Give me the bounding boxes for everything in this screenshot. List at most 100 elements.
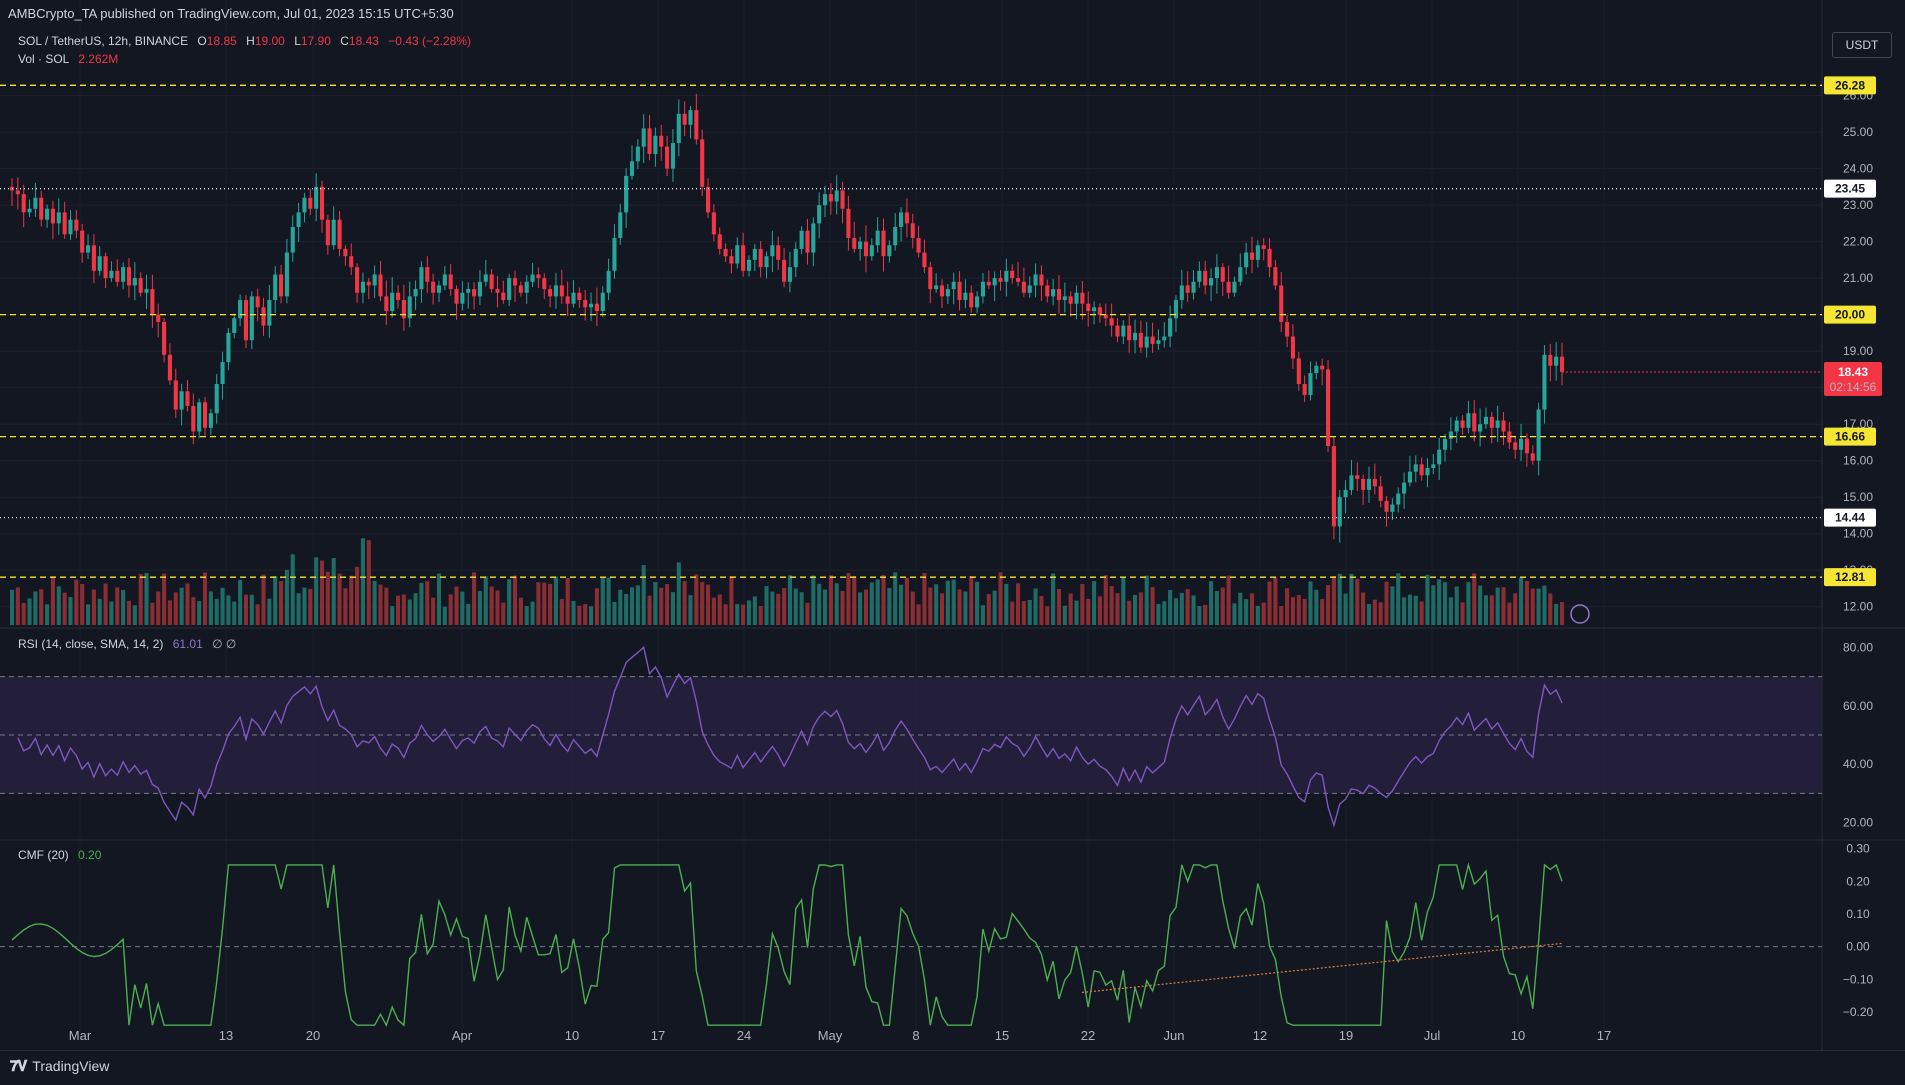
- candle-body: [1530, 453, 1535, 461]
- volume-bar: [787, 575, 792, 625]
- candle-body: [571, 292, 576, 304]
- cmf-legend[interactable]: CMF (20) 0.20: [18, 848, 101, 862]
- candle-body: [314, 186, 319, 209]
- volume-bar: [156, 591, 161, 625]
- volume-bar: [518, 597, 523, 625]
- volume-bar: [115, 587, 120, 625]
- candle-body: [249, 296, 254, 341]
- volume-bar: [395, 595, 401, 625]
- candle-body: [1366, 478, 1372, 490]
- candle-body: [1419, 464, 1424, 476]
- volume-legend[interactable]: Vol · SOL 2.262M: [18, 52, 118, 66]
- volume-bar: [583, 604, 588, 625]
- volume-bar: [419, 582, 424, 625]
- candle-body: [372, 274, 377, 286]
- volume-bar: [1039, 595, 1044, 625]
- candle-body: [425, 267, 430, 282]
- candle-body: [232, 318, 237, 333]
- rsi-label[interactable]: RSI (14, close, SMA, 14, 2): [18, 637, 164, 651]
- candle-body: [1337, 497, 1342, 527]
- volume-bar: [337, 573, 342, 625]
- volume-bar: [1489, 595, 1494, 625]
- candle-body: [1144, 336, 1149, 348]
- volume-bar: [553, 576, 559, 625]
- rsi-legend[interactable]: RSI (14, close, SMA, 14, 2) 61.01 ∅ ∅: [18, 637, 236, 651]
- candle-body: [1267, 248, 1272, 268]
- candle-body: [1185, 285, 1190, 293]
- volume-bar: [1179, 592, 1184, 625]
- candle-body: [1501, 420, 1506, 432]
- volume-bar: [986, 594, 991, 625]
- price-level-tag: [1824, 508, 1876, 527]
- volume-bar: [296, 593, 301, 625]
- volume-bar: [91, 589, 96, 625]
- volume-bar: [460, 591, 465, 625]
- volume-bar: [360, 538, 365, 625]
- tradingview-logo[interactable]: 𝟕𝐕 TradingView: [10, 1058, 109, 1075]
- volume-bar: [665, 584, 670, 625]
- volume-bar: [1413, 595, 1418, 625]
- symbol-label[interactable]: SOL / TetherUS, 12h, BINANCE: [18, 34, 189, 48]
- volume-bar: [1559, 602, 1565, 625]
- time-tick-label: 13: [219, 1028, 233, 1043]
- candle-body: [1308, 373, 1313, 395]
- candle-body: [97, 256, 102, 271]
- candle-body: [1226, 281, 1231, 293]
- volume-bar: [624, 593, 629, 625]
- price-level-label: 12.81: [1835, 570, 1865, 584]
- candle-body: [1349, 475, 1354, 490]
- volume-bar: [1396, 573, 1401, 625]
- volume-bar: [448, 594, 453, 625]
- candle-body: [331, 219, 336, 246]
- volume-bar: [1080, 583, 1085, 625]
- volume-bar: [524, 606, 529, 625]
- volume-bar: [1501, 587, 1506, 625]
- price-tick-label: 21.00: [1843, 271, 1873, 285]
- volume-bar: [1115, 593, 1120, 625]
- volume-bar: [653, 582, 658, 625]
- volume-bar: [670, 592, 675, 625]
- price-tick-label: 22.00: [1843, 235, 1873, 249]
- volume-bar: [1478, 585, 1483, 625]
- candle-body: [1255, 245, 1260, 260]
- volume-bar: [1045, 606, 1050, 625]
- currency-selector[interactable]: USDT: [1832, 32, 1892, 58]
- volume-bar: [454, 586, 459, 625]
- rsi-tick-label: 60.00: [1843, 699, 1873, 713]
- main-legend[interactable]: SOL / TetherUS, 12h, BINANCE O18.85 H19.…: [18, 34, 471, 48]
- candle-body: [1092, 307, 1097, 311]
- rsi-tick-label: 20.00: [1843, 816, 1873, 830]
- candle-body: [1495, 420, 1500, 428]
- candle-body: [1302, 384, 1307, 395]
- candle-body: [477, 281, 482, 297]
- volume-bar: [939, 593, 945, 625]
- volume-bar: [1542, 585, 1547, 625]
- candle-body: [1548, 354, 1553, 366]
- candle-body: [928, 267, 933, 290]
- volume-bar: [945, 580, 950, 625]
- candle-body: [132, 278, 137, 286]
- candle-body: [202, 402, 208, 428]
- volume-bar: [694, 574, 699, 625]
- volume-bar: [805, 602, 810, 625]
- volume-bar: [676, 562, 681, 625]
- candle-body: [214, 384, 219, 414]
- candle-body: [1413, 464, 1418, 472]
- volume-label[interactable]: Vol · SOL: [18, 52, 69, 66]
- candle-body: [80, 230, 85, 253]
- volume-bar: [302, 587, 307, 625]
- candle-body: [1390, 504, 1395, 512]
- candle-body: [121, 267, 126, 282]
- volume-bar: [1519, 578, 1524, 625]
- candle-body: [413, 289, 418, 297]
- volume-bar: [875, 579, 880, 625]
- candle-body: [975, 296, 980, 308]
- cmf-label[interactable]: CMF (20): [18, 848, 69, 862]
- rsi-value: 61.01: [172, 637, 203, 651]
- close-value: 18.43: [348, 34, 379, 48]
- candle-body: [676, 113, 681, 144]
- candle-body: [1489, 416, 1494, 428]
- candle-body: [729, 256, 734, 264]
- currency-label[interactable]: USDT: [1845, 38, 1879, 52]
